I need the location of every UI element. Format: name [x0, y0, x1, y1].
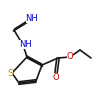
Text: O: O [53, 72, 59, 81]
Text: O: O [67, 51, 73, 60]
Text: NH: NH [26, 13, 38, 22]
Text: NH: NH [19, 40, 31, 49]
Text: S: S [7, 69, 13, 79]
